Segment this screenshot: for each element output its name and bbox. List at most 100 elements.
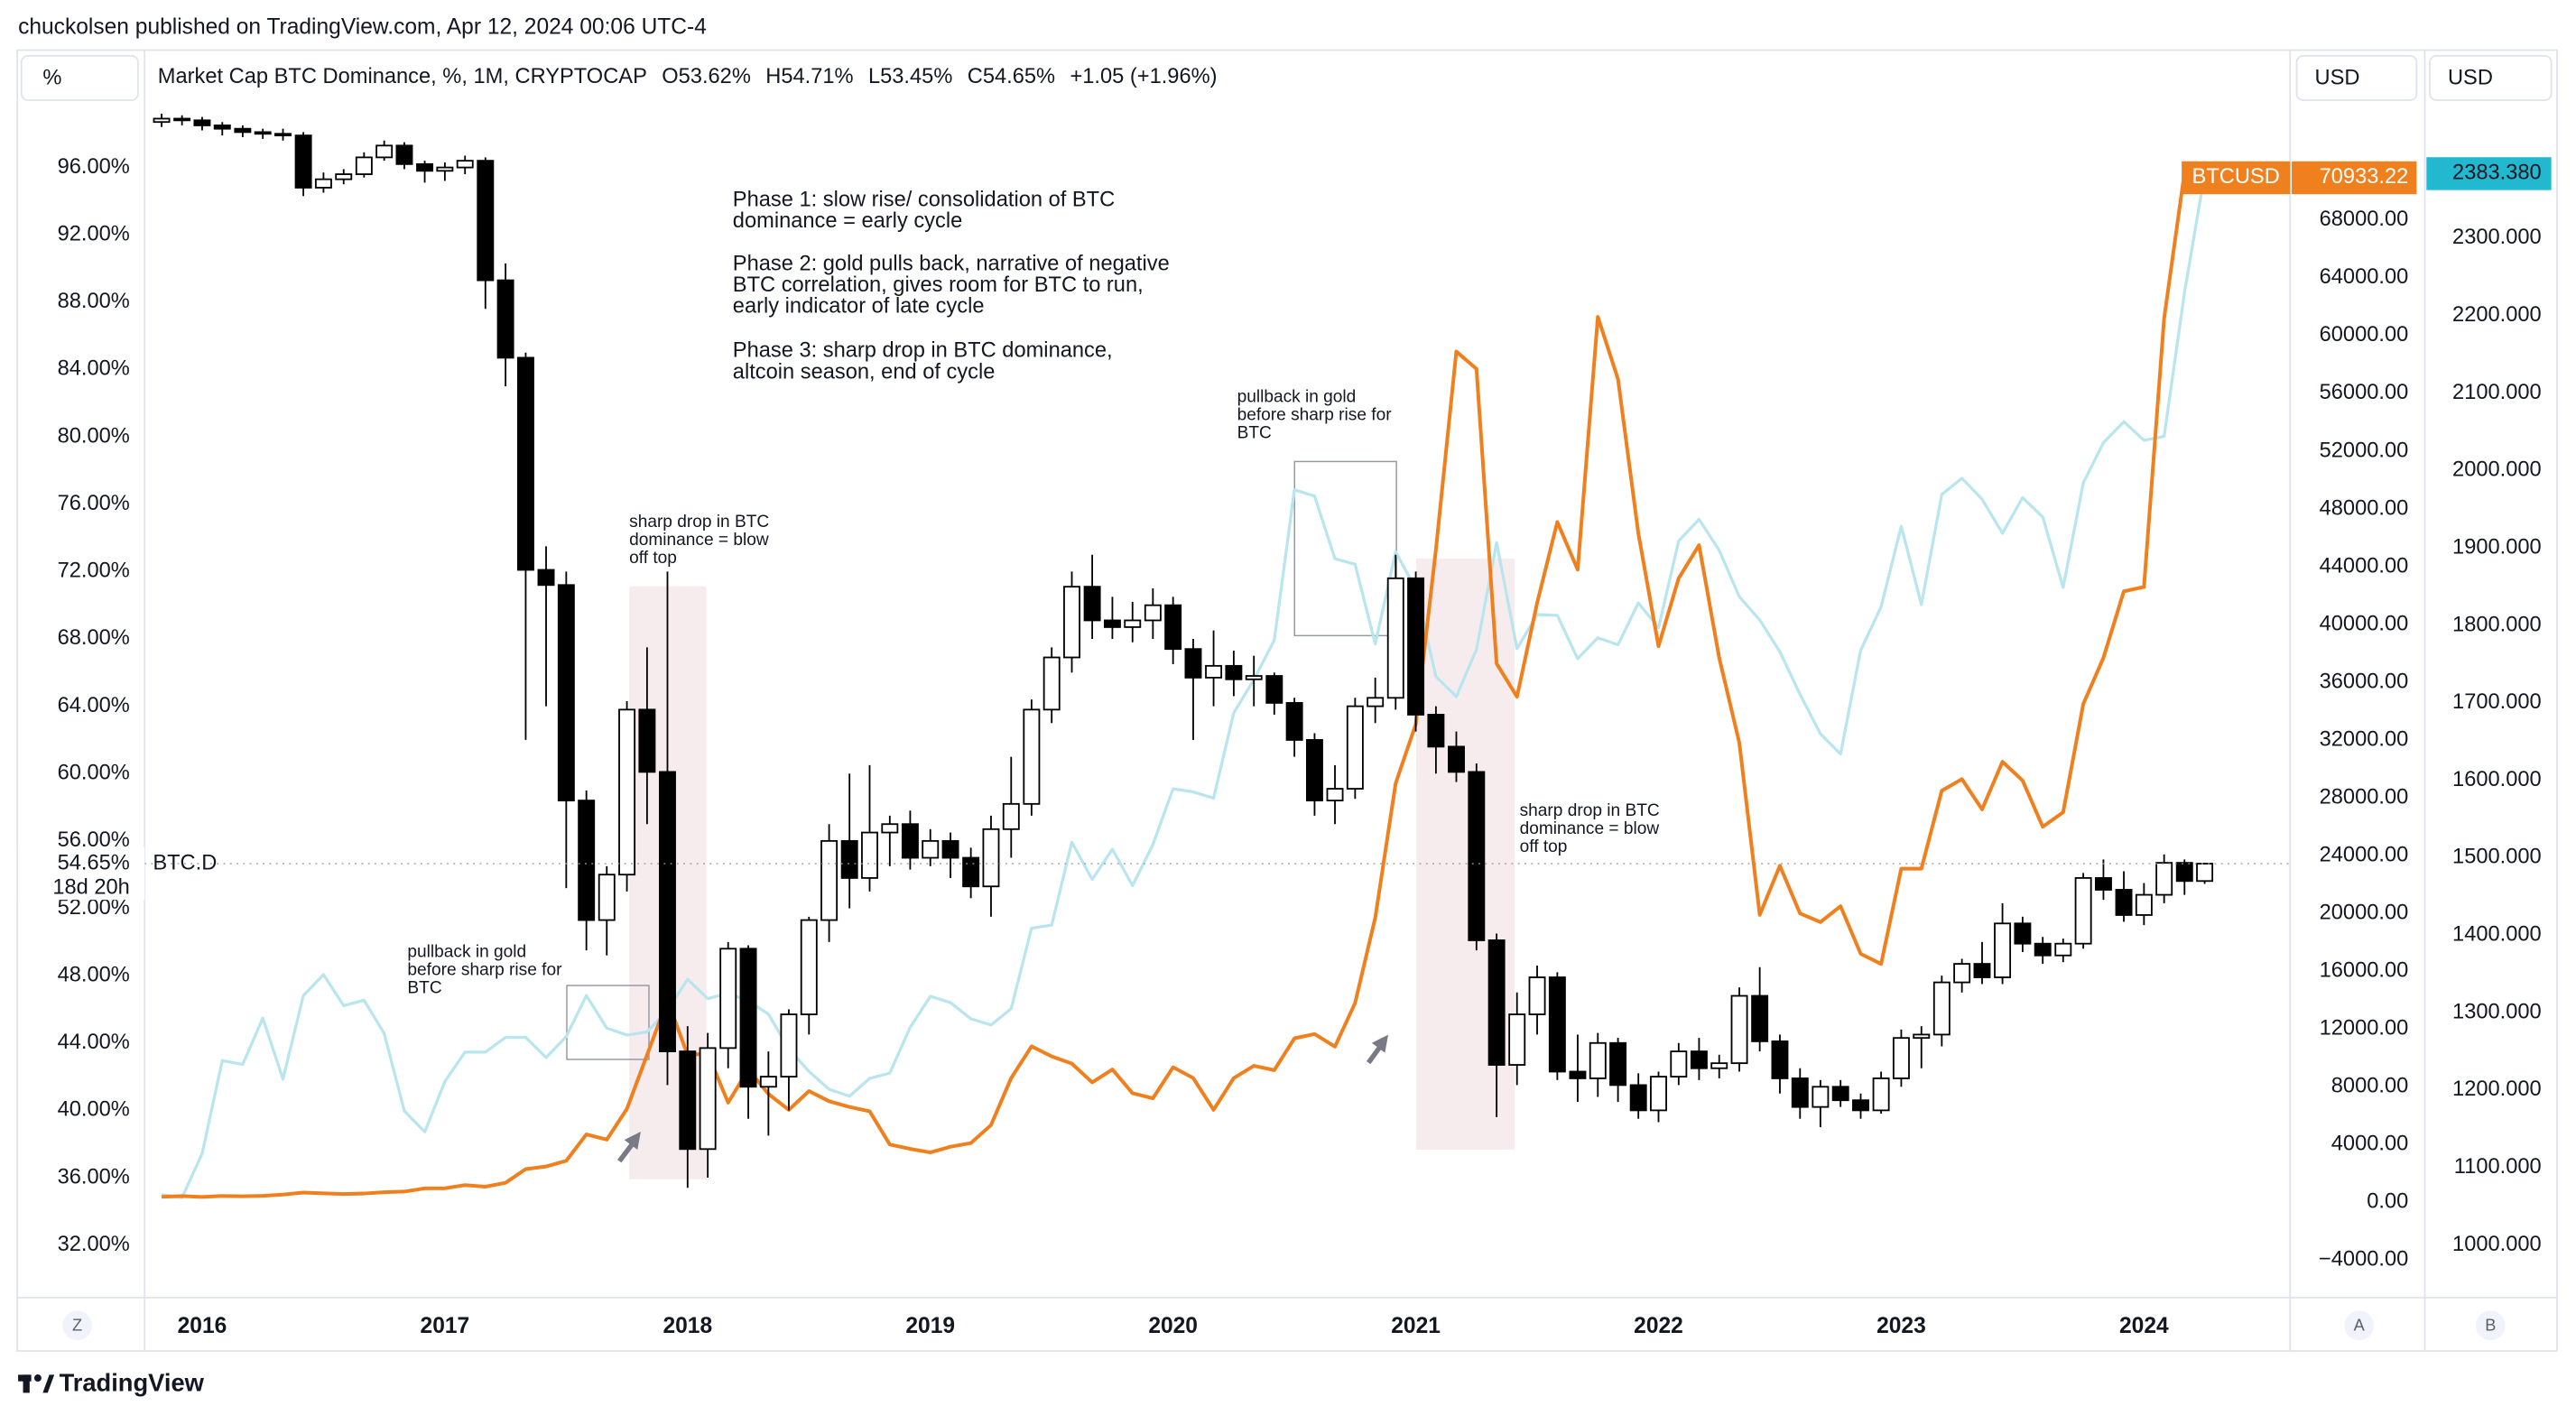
candle-body [1063,586,1080,659]
candle-body [1164,604,1182,651]
legend-text: Market Cap BTC Dominance, %, 1M, CRYPTOC… [158,65,647,88]
candle-body [2155,862,2173,896]
plot-area [144,113,2291,1199]
candle-body [1487,939,1506,1066]
x-tick-label: 2023 [1876,1314,1926,1338]
candle-body [1994,922,2012,978]
scale-button-label[interactable]: Z [72,1317,82,1335]
annotation-text: before sharp rise for [1237,406,1393,425]
x-tick-label: 2017 [421,1314,470,1338]
scale-button-label[interactable]: A [2354,1317,2366,1335]
y3-tick-label: 1300.000 [2452,1000,2542,1023]
unit-label[interactable]: USD [2315,67,2360,90]
candle-body [598,874,616,921]
candle-body [1730,994,1748,1065]
candle-body [2135,893,2153,916]
annotation-text: Phase 1: slow rise/ consolidation of BTC [733,188,1115,211]
candle-body [213,125,231,130]
x-tick-label: 2019 [905,1314,955,1338]
annotation-text: Phase 3: sharp drop in BTC dominance, [733,339,1113,363]
y3-tick-label: 1500.000 [2452,846,2542,869]
candle-body [557,584,575,802]
y-tick-label: 96.00% [58,155,130,179]
candle-body [1225,664,1243,680]
candle-body [1508,1013,1526,1066]
y2-tick-label: 40000.00 [2320,612,2409,635]
candle-body [800,919,818,1015]
scale-button[interactable] [2344,1310,2375,1341]
unit-button[interactable] [2429,54,2553,101]
legend-text: +1.05 (+1.96%) [1070,65,1217,88]
candle-body [840,839,858,879]
candle-body [699,1047,717,1151]
candle-body [780,1013,798,1077]
x-tick-label: 2020 [1148,1314,1198,1338]
y3-tick-label: 2300.000 [2452,226,2542,249]
unit-label[interactable]: % [42,67,61,90]
annotation-text: pullback in gold [1237,388,1357,407]
candle-body [2034,942,2052,957]
y-tick-label: 40.00% [58,1098,130,1122]
candle-body [1771,1040,1789,1079]
candle-body [1285,701,1303,741]
price-line [161,173,2207,1199]
unit-button[interactable] [2295,54,2418,101]
annotation-text: pullback in gold [407,943,526,962]
candle-body [1083,586,1101,622]
candle-body [1103,619,1121,628]
scale-button-label[interactable]: B [2485,1317,2496,1335]
candle-body [234,127,252,134]
candle-body [193,119,211,126]
candle-body [982,828,1000,888]
candle-body [1892,1037,1910,1079]
candle-body [1589,1041,1607,1079]
y-tick-label: 68.00% [58,626,130,650]
unit-label[interactable]: USD [2448,67,2493,90]
tradingview-logo [18,1374,55,1393]
candle-body [1569,1070,1587,1079]
y-tick-label: 76.00% [58,492,130,515]
candle-body [1245,675,1263,680]
candle-body [1650,1076,1667,1112]
candle-body [638,708,656,773]
y3-tick-label: 1900.000 [2452,535,2542,559]
candle-body [1973,963,1991,978]
candle-body [1386,577,1404,699]
candle-body [477,160,495,282]
y2-tick-label: 60000.00 [2320,323,2409,347]
last-value-label: 2383.380 [2452,162,2542,185]
candle-body [395,144,413,165]
annotation-text: early indicator of late cycle [733,295,985,319]
candle-body [173,117,191,122]
candle-body [618,708,636,876]
candle-body [1690,1050,1708,1069]
candle-body [901,823,919,859]
legend-text: H54.71% [765,65,853,88]
scale-button[interactable] [2475,1310,2506,1341]
series-name-label: BTCUSD [2192,165,2280,189]
arrow [1366,1034,1389,1065]
candle-body [659,771,676,1053]
candle-body [2074,877,2092,945]
unit-button[interactable] [20,54,139,101]
annotation-text: before sharp rise for [407,961,562,980]
x-tick-label: 2022 [1634,1314,1683,1338]
y-tick-label: 60.00% [58,761,130,784]
y3-tick-label: 2000.000 [2452,458,2542,482]
candle-body [820,839,839,921]
candle-body [1812,1086,1830,1108]
chart-frame [16,49,2558,1352]
price-line [161,171,2206,1199]
candle-body [1023,708,1041,805]
y-tick-label: 92.00% [58,222,130,245]
annotation-text: BTC [407,979,441,998]
annotation-text: dominance = blow [1520,819,1660,838]
candle-body [355,156,373,175]
y2-tick-label: 4000.00 [2331,1133,2409,1156]
scale-button[interactable] [62,1310,92,1341]
candle-body [2115,889,2133,916]
candle-body [1124,619,1142,628]
candle-body [1468,771,1486,941]
y-tick-label: 36.00% [58,1165,130,1188]
price-label-box [18,846,145,901]
